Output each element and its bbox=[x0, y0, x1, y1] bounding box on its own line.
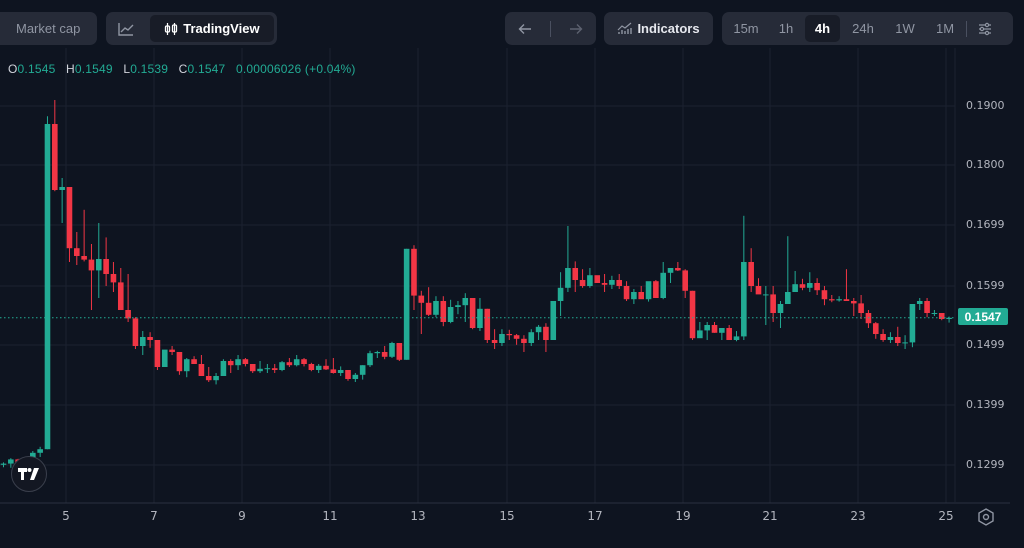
chart-type-group: TradingView bbox=[106, 12, 277, 45]
interval-group: 15m 1h 4h 24h 1W 1M bbox=[722, 12, 1013, 45]
interval-15m[interactable]: 15m bbox=[733, 21, 759, 36]
open-value: 0.1545 bbox=[17, 62, 56, 76]
time-tick: 21 bbox=[762, 509, 778, 523]
candlestick-icon bbox=[165, 22, 178, 35]
price-tick: 0.1900 bbox=[966, 99, 1005, 112]
indicators-button[interactable]: Indicators bbox=[604, 15, 713, 42]
interval-1m[interactable]: 1M bbox=[935, 21, 955, 36]
arrow-left-icon bbox=[518, 23, 531, 34]
line-chart-icon bbox=[118, 22, 134, 36]
market-cap-button[interactable]: Market cap bbox=[16, 21, 81, 36]
high-value: 0.1549 bbox=[74, 62, 113, 76]
tradingview-logo[interactable] bbox=[11, 456, 47, 492]
price-tick: 0.1699 bbox=[966, 218, 1005, 231]
tradingview-logo-icon bbox=[18, 468, 39, 480]
divider bbox=[550, 20, 551, 37]
divider bbox=[966, 20, 967, 37]
arrow-right-icon bbox=[570, 23, 583, 34]
tradingview-label: TradingView bbox=[183, 21, 260, 36]
time-tick: 19 bbox=[675, 509, 691, 523]
time-tick: 7 bbox=[150, 509, 158, 523]
interval-4h[interactable]: 4h bbox=[805, 15, 840, 42]
indicators-label: Indicators bbox=[637, 21, 700, 36]
price-tick: 0.1800 bbox=[966, 158, 1005, 171]
time-tick: 11 bbox=[322, 509, 338, 523]
interval-24h[interactable]: 24h bbox=[852, 21, 874, 36]
tradingview-button[interactable]: TradingView bbox=[149, 15, 274, 42]
indicators-group: Indicators bbox=[604, 12, 713, 45]
time-tick: 13 bbox=[410, 509, 426, 523]
market-cap-group: Market cap bbox=[0, 12, 97, 45]
time-tick: 17 bbox=[587, 509, 603, 523]
change-value: 0.00006026 (+0.04%) bbox=[235, 62, 356, 76]
axis-settings-icon[interactable] bbox=[976, 507, 996, 527]
low-value: 0.1539 bbox=[130, 62, 169, 76]
forward-button[interactable] bbox=[561, 15, 591, 42]
time-tick: 9 bbox=[238, 509, 246, 523]
high-label: H bbox=[66, 62, 75, 76]
price-tick: 0.1499 bbox=[966, 338, 1005, 351]
chart-settings-button[interactable] bbox=[967, 15, 1003, 42]
price-tick: 0.1299 bbox=[966, 458, 1005, 471]
close-label: C bbox=[178, 62, 188, 76]
open-label: O bbox=[8, 62, 18, 76]
low-label: L bbox=[123, 62, 131, 76]
price-tick: 0.1399 bbox=[966, 398, 1005, 411]
time-tick: 23 bbox=[850, 509, 866, 523]
sliders-icon bbox=[979, 22, 991, 35]
back-button[interactable] bbox=[510, 15, 540, 42]
interval-1w[interactable]: 1W bbox=[895, 21, 915, 36]
interval-1h[interactable]: 1h bbox=[778, 21, 794, 36]
time-tick: 15 bbox=[499, 509, 515, 523]
indicators-icon bbox=[618, 22, 633, 34]
last-price-badge: 0.1547 bbox=[958, 308, 1008, 325]
price-tick: 0.1599 bbox=[966, 279, 1005, 292]
navigation-group bbox=[505, 12, 596, 45]
time-tick: 5 bbox=[62, 509, 70, 523]
top-toolbar: Market cap TradingView Indicators 15m 1h… bbox=[0, 12, 1024, 45]
line-chart-button[interactable] bbox=[109, 15, 144, 42]
ohlc-legend: O0.1545 H0.1549 L0.1539 C0.1547 0.000060… bbox=[8, 62, 363, 76]
time-tick: 25 bbox=[938, 509, 954, 523]
close-value: 0.1547 bbox=[187, 62, 226, 76]
